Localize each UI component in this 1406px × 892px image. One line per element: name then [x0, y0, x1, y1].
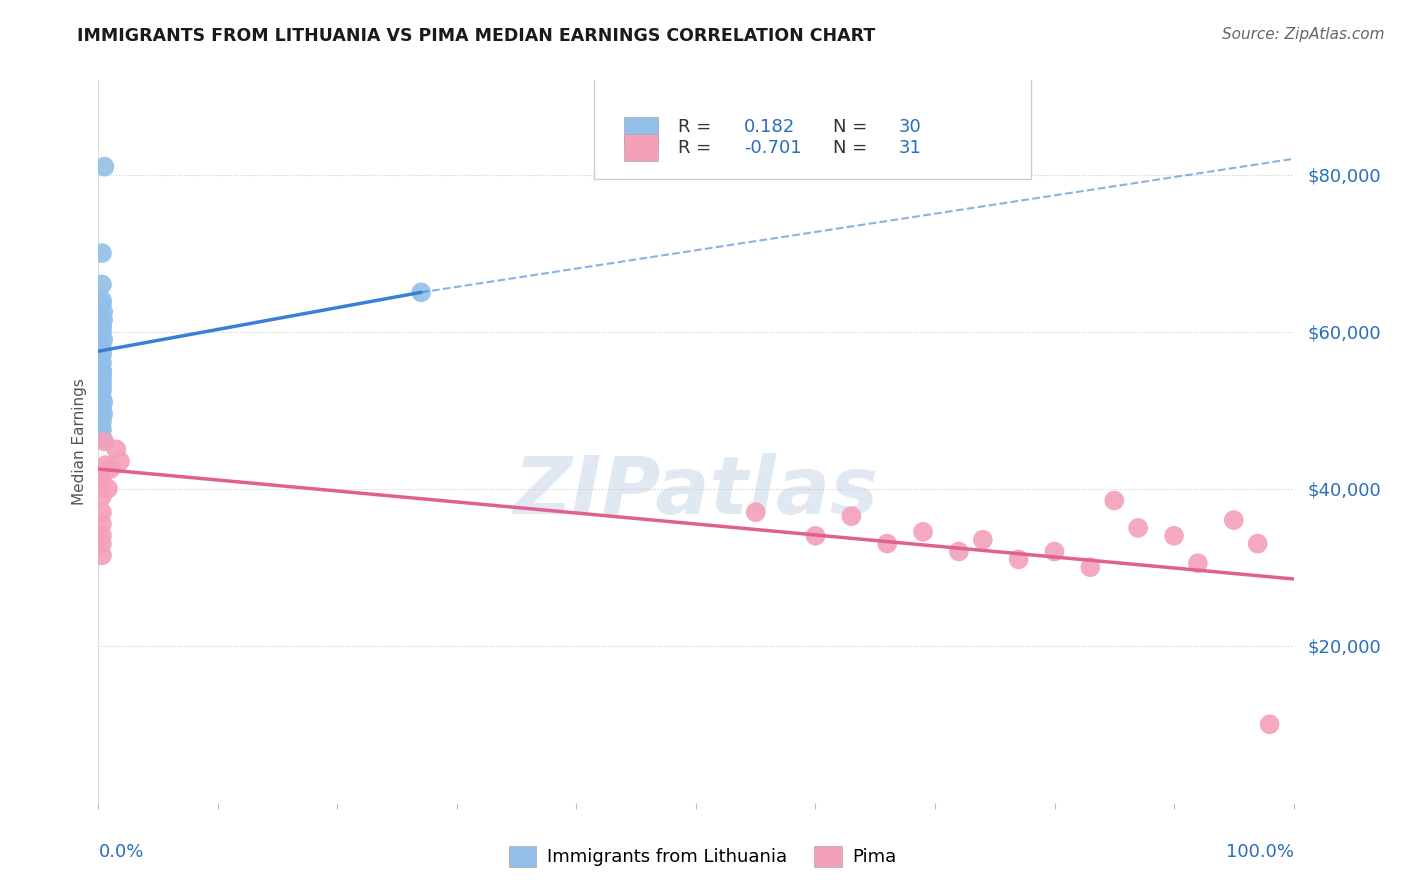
FancyBboxPatch shape [624, 117, 658, 145]
Point [105, 442, 128, 457]
Text: IMMIGRANTS FROM LITHUANIA VS PIMA MEDIAN EARNINGS CORRELATION CHART: IMMIGRANTS FROM LITHUANIA VS PIMA MEDIAN… [77, 27, 876, 45]
Point [91, 395, 114, 409]
Point [91, 536, 114, 550]
Point [91, 317, 114, 331]
Point [1163, 529, 1185, 543]
Point [91, 246, 114, 260]
Point [1258, 717, 1281, 731]
Point [91, 403, 114, 417]
Point [91, 415, 114, 429]
Point [876, 536, 898, 550]
Text: 100.0%: 100.0% [1226, 843, 1294, 861]
Point [911, 524, 934, 539]
Point [91, 320, 114, 334]
Point [91, 376, 114, 390]
Point [1104, 493, 1126, 508]
FancyBboxPatch shape [624, 134, 658, 161]
Point [98, 462, 122, 476]
Point [1187, 556, 1209, 570]
Point [91, 305, 114, 319]
Point [91, 344, 114, 359]
Text: -0.701: -0.701 [744, 139, 801, 157]
Point [91, 549, 114, 563]
Point [91, 474, 114, 488]
Text: N =: N = [834, 119, 868, 136]
Text: 30: 30 [900, 119, 922, 136]
Point [91, 313, 114, 327]
Text: 31: 31 [900, 139, 922, 157]
Point [91, 505, 114, 519]
Point [745, 505, 768, 519]
Text: ZIPatlas: ZIPatlas [513, 453, 879, 531]
Point [91, 333, 114, 347]
Point [91, 277, 114, 292]
Point [91, 364, 114, 378]
Point [948, 544, 970, 558]
FancyBboxPatch shape [595, 78, 1031, 179]
Point [1247, 536, 1270, 550]
Point [804, 529, 827, 543]
Point [97, 482, 120, 496]
Point [91, 384, 114, 398]
Text: 0.0%: 0.0% [98, 843, 143, 861]
Point [91, 466, 114, 480]
Point [91, 379, 114, 393]
Point [94, 458, 117, 472]
Point [91, 364, 114, 378]
Text: R =: R = [678, 119, 711, 136]
Point [91, 407, 114, 421]
Point [91, 431, 114, 445]
Point [91, 325, 114, 339]
Point [91, 423, 114, 437]
Point [1043, 544, 1066, 558]
Point [91, 516, 114, 531]
Point [841, 509, 863, 524]
Point [91, 336, 114, 351]
Legend: Immigrants from Lithuania, Pima: Immigrants from Lithuania, Pima [502, 838, 904, 874]
Point [91, 392, 114, 406]
Text: N =: N = [834, 139, 868, 157]
Point [93, 434, 115, 449]
Point [91, 368, 114, 382]
Point [91, 372, 114, 386]
Point [108, 454, 131, 468]
Point [91, 297, 114, 311]
Y-axis label: Median Earnings: Median Earnings [72, 378, 87, 505]
Point [91, 293, 114, 308]
Point [1223, 513, 1246, 527]
Text: 0.182: 0.182 [744, 119, 794, 136]
Point [411, 285, 433, 300]
Point [1128, 521, 1150, 535]
Text: R =: R = [678, 139, 711, 157]
Point [91, 490, 114, 504]
Point [91, 348, 114, 362]
Point [91, 529, 114, 543]
Text: Source: ZipAtlas.com: Source: ZipAtlas.com [1222, 27, 1385, 42]
Point [91, 356, 114, 370]
Point [1080, 560, 1102, 574]
Point [972, 533, 994, 547]
Point [1008, 552, 1031, 566]
Point [93, 160, 115, 174]
